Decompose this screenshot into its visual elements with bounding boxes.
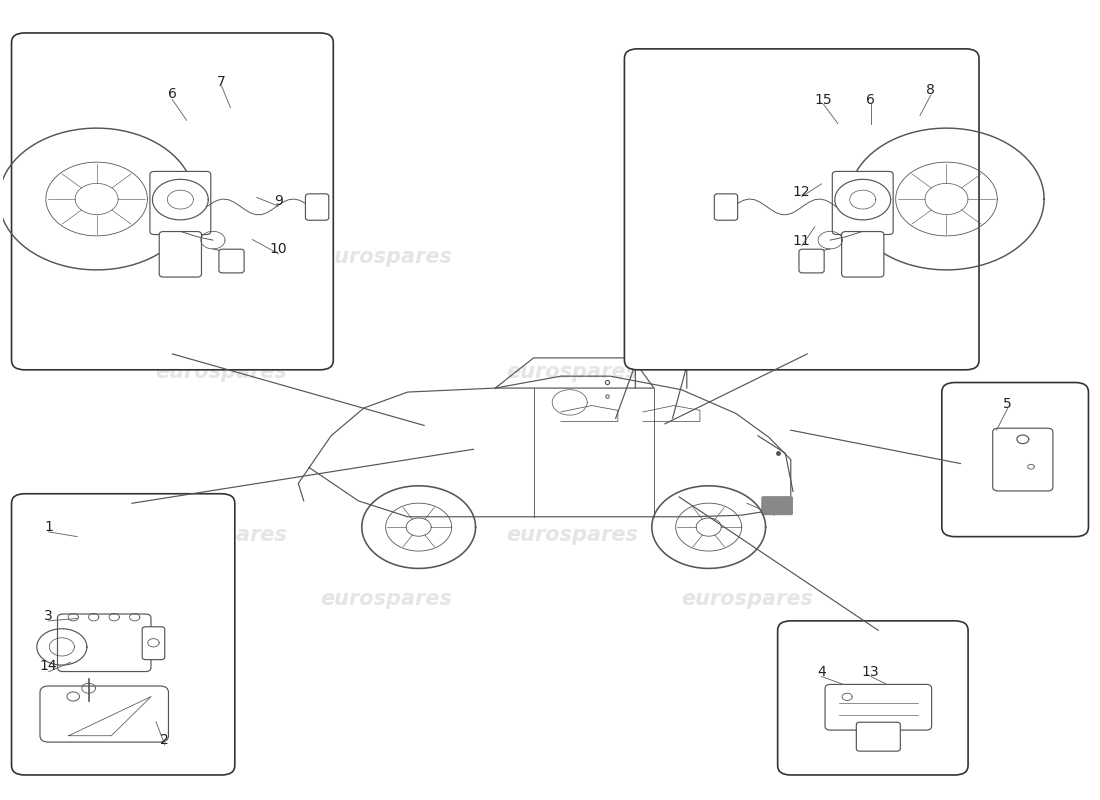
FancyBboxPatch shape	[842, 231, 884, 277]
Text: 6: 6	[866, 93, 876, 106]
FancyBboxPatch shape	[40, 686, 168, 742]
Text: 1: 1	[44, 520, 53, 534]
Text: 4: 4	[817, 665, 826, 678]
FancyBboxPatch shape	[57, 614, 151, 671]
Text: eurospares: eurospares	[156, 525, 287, 545]
Text: 8: 8	[926, 83, 935, 97]
FancyBboxPatch shape	[219, 250, 244, 273]
Text: 10: 10	[270, 242, 287, 256]
Text: 2: 2	[161, 733, 169, 747]
FancyBboxPatch shape	[942, 382, 1089, 537]
FancyBboxPatch shape	[11, 33, 333, 370]
Text: 15: 15	[815, 93, 833, 106]
FancyBboxPatch shape	[714, 194, 738, 220]
FancyBboxPatch shape	[150, 171, 211, 234]
Text: eurospares: eurospares	[681, 589, 813, 609]
Text: 13: 13	[862, 665, 880, 678]
FancyBboxPatch shape	[856, 722, 900, 751]
Text: eurospares: eurospares	[681, 247, 813, 267]
FancyBboxPatch shape	[11, 494, 234, 775]
FancyBboxPatch shape	[825, 685, 932, 730]
FancyBboxPatch shape	[778, 621, 968, 775]
Text: 12: 12	[793, 185, 811, 199]
Text: 7: 7	[218, 75, 226, 90]
Text: eurospares: eurospares	[156, 362, 287, 382]
Text: eurospares: eurospares	[320, 247, 452, 267]
FancyBboxPatch shape	[160, 231, 201, 277]
Text: 11: 11	[793, 234, 811, 248]
Text: eurospares: eurospares	[320, 589, 452, 609]
FancyBboxPatch shape	[306, 194, 329, 220]
FancyBboxPatch shape	[799, 250, 824, 273]
Text: eurospares: eurospares	[506, 525, 638, 545]
Text: 14: 14	[40, 659, 57, 673]
FancyBboxPatch shape	[142, 626, 165, 660]
Text: 5: 5	[1003, 397, 1012, 411]
FancyBboxPatch shape	[992, 428, 1053, 491]
FancyBboxPatch shape	[625, 49, 979, 370]
Text: 6: 6	[168, 87, 177, 101]
Text: 3: 3	[44, 609, 53, 623]
FancyBboxPatch shape	[761, 496, 793, 515]
FancyBboxPatch shape	[833, 171, 893, 234]
Text: 9: 9	[274, 194, 283, 208]
Text: eurospares: eurospares	[506, 362, 638, 382]
